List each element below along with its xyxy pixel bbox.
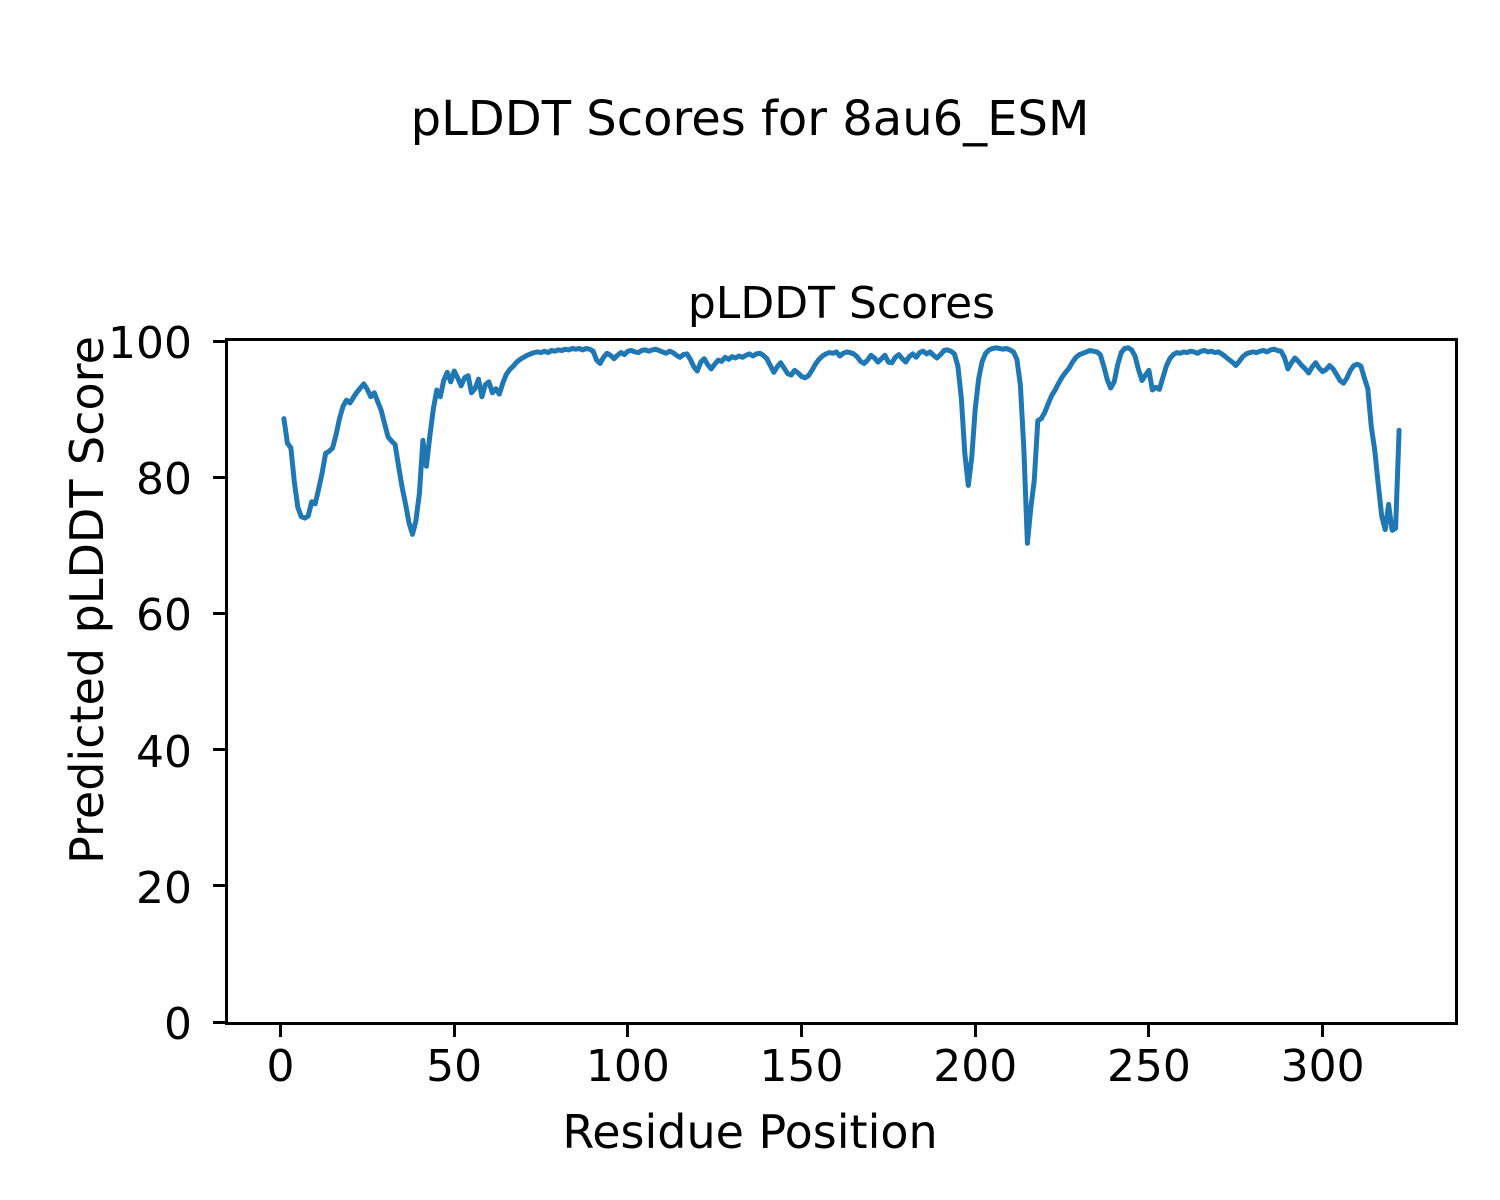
y-tick-label: 60 — [136, 590, 192, 642]
x-tick-label: 100 — [585, 1041, 670, 1092]
y-tick-mark — [213, 475, 228, 479]
figure-suptitle: pLDDT Scores for 8au6_ESM — [410, 91, 1090, 147]
plot-area-svg — [281, 345, 1402, 546]
x-tick-mark — [278, 1025, 282, 1037]
y-tick-mark — [213, 1020, 228, 1024]
y-tick-mark — [213, 748, 228, 752]
x-tick-mark — [1321, 1025, 1325, 1037]
x-tick-label: 50 — [426, 1041, 483, 1092]
x-tick-mark — [626, 1025, 630, 1037]
y-tick-label: 80 — [136, 454, 192, 506]
y-tick-mark — [213, 339, 228, 343]
y-tick-mark — [213, 884, 228, 888]
x-tick-mark — [800, 1025, 804, 1037]
y-tick-label: 20 — [136, 862, 192, 914]
y-axis-label: Predicted pLDDT Score — [60, 336, 114, 864]
y-tick-label: 0 — [164, 999, 192, 1050]
x-tick-label: 300 — [1280, 1041, 1365, 1092]
plddt-line — [281, 345, 1402, 546]
x-tick-label: 150 — [759, 1041, 844, 1092]
y-tick-label: 100 — [108, 318, 192, 369]
x-tick-label: 200 — [933, 1041, 1018, 1092]
x-tick-mark — [1147, 1025, 1151, 1037]
x-tick-mark — [452, 1025, 456, 1037]
x-tick-label: 0 — [266, 1041, 295, 1092]
y-tick-mark — [213, 611, 228, 615]
x-axis-label: Residue Position — [562, 1105, 938, 1159]
plot-area — [225, 338, 1458, 1025]
y-tick-label: 40 — [136, 726, 192, 778]
x-tick-label: 250 — [1106, 1041, 1191, 1092]
axes-title: pLDDT Scores — [687, 278, 996, 329]
x-tick-mark — [973, 1025, 977, 1037]
